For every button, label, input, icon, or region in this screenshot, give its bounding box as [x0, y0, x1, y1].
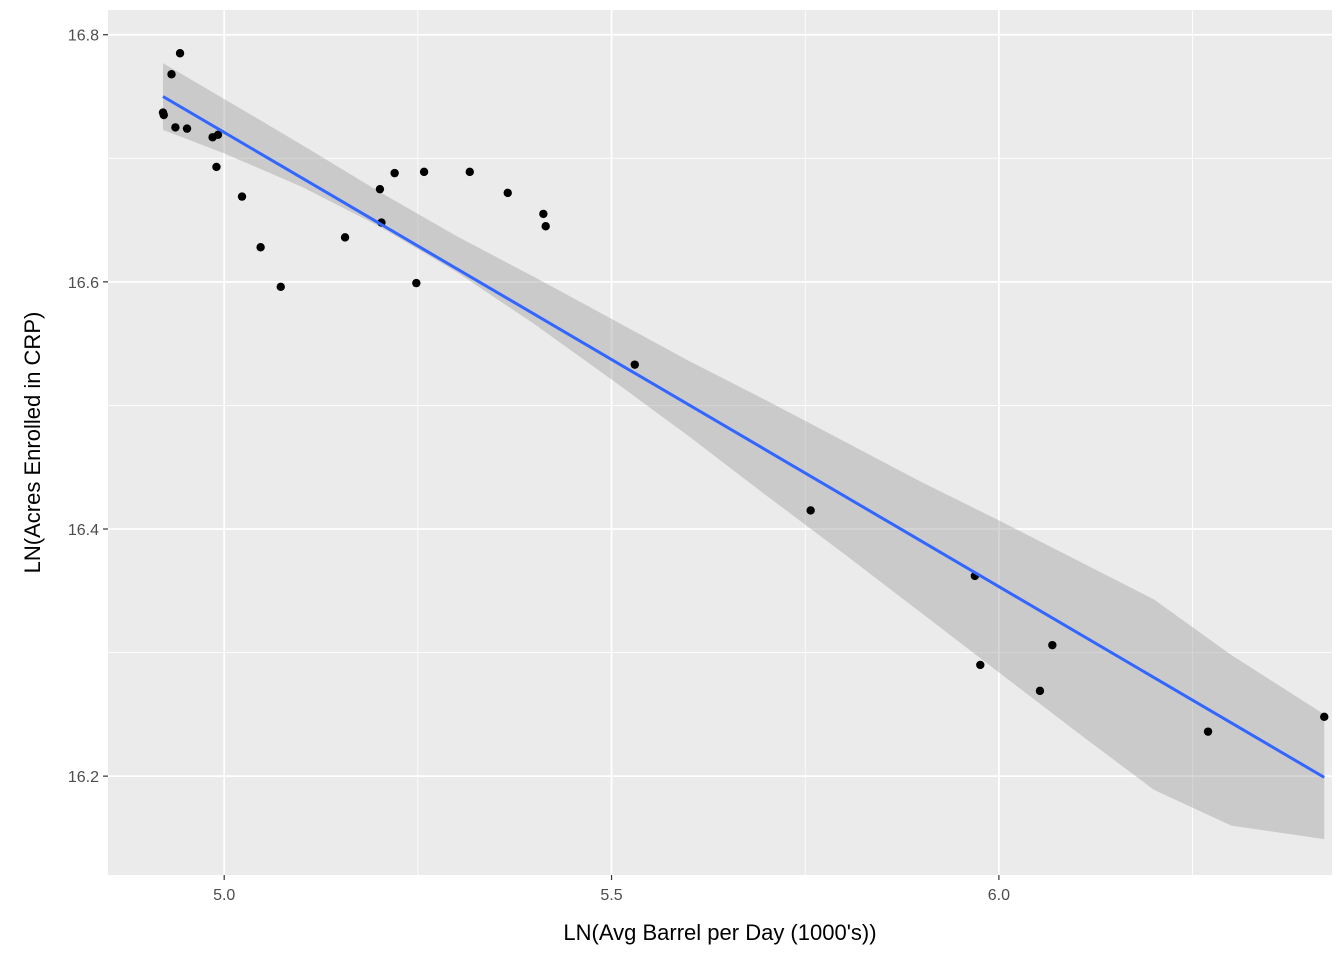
data-point — [213, 130, 223, 140]
x-tick-label: 6.0 — [988, 887, 1010, 904]
x-axis-title: LN(Avg Barrel per Day (1000's)) — [563, 920, 876, 945]
data-point — [256, 243, 265, 252]
data-point — [412, 278, 421, 288]
y-tick-label: 16.8 — [68, 28, 99, 45]
data-point — [806, 506, 815, 515]
data-point — [375, 184, 385, 194]
y-tick-label: 16.4 — [68, 522, 99, 539]
data-point — [419, 167, 429, 177]
data-point — [465, 167, 474, 177]
data-point — [340, 233, 350, 242]
regression-line — [162, 95, 1326, 779]
data-point — [1320, 712, 1329, 722]
major-gridlines — [108, 10, 1332, 875]
x-axis-ticks: 5.0 5.5 6.0 — [213, 875, 1010, 904]
data-point — [159, 110, 168, 120]
y-axis-title: LN(Acres Enrolled in CRP) — [20, 312, 45, 574]
x-tick-label: 5.0 — [213, 887, 235, 904]
data-point — [539, 209, 548, 219]
confidence-band — [163, 63, 1325, 840]
data-point — [212, 162, 221, 172]
data-point — [630, 360, 639, 369]
x-tick-label: 5.5 — [600, 887, 622, 904]
data-point — [1048, 640, 1057, 650]
plot-panel — [108, 10, 1332, 875]
data-points — [158, 49, 1329, 736]
data-point — [182, 124, 192, 133]
data-point — [1203, 727, 1213, 736]
y-tick-label: 16.2 — [68, 769, 99, 786]
data-point — [175, 49, 185, 58]
data-point — [276, 282, 285, 291]
y-axis-ticks: 16.2 16.4 16.6 16.8 — [68, 28, 108, 786]
data-point — [171, 123, 180, 132]
data-point — [976, 660, 985, 670]
minor-gridlines — [108, 10, 1332, 875]
data-point — [541, 222, 550, 231]
data-point — [167, 70, 176, 79]
y-tick-label: 16.6 — [68, 275, 99, 292]
data-point — [1035, 686, 1045, 696]
data-point — [390, 168, 399, 178]
data-point — [503, 188, 512, 198]
data-point — [237, 192, 247, 201]
